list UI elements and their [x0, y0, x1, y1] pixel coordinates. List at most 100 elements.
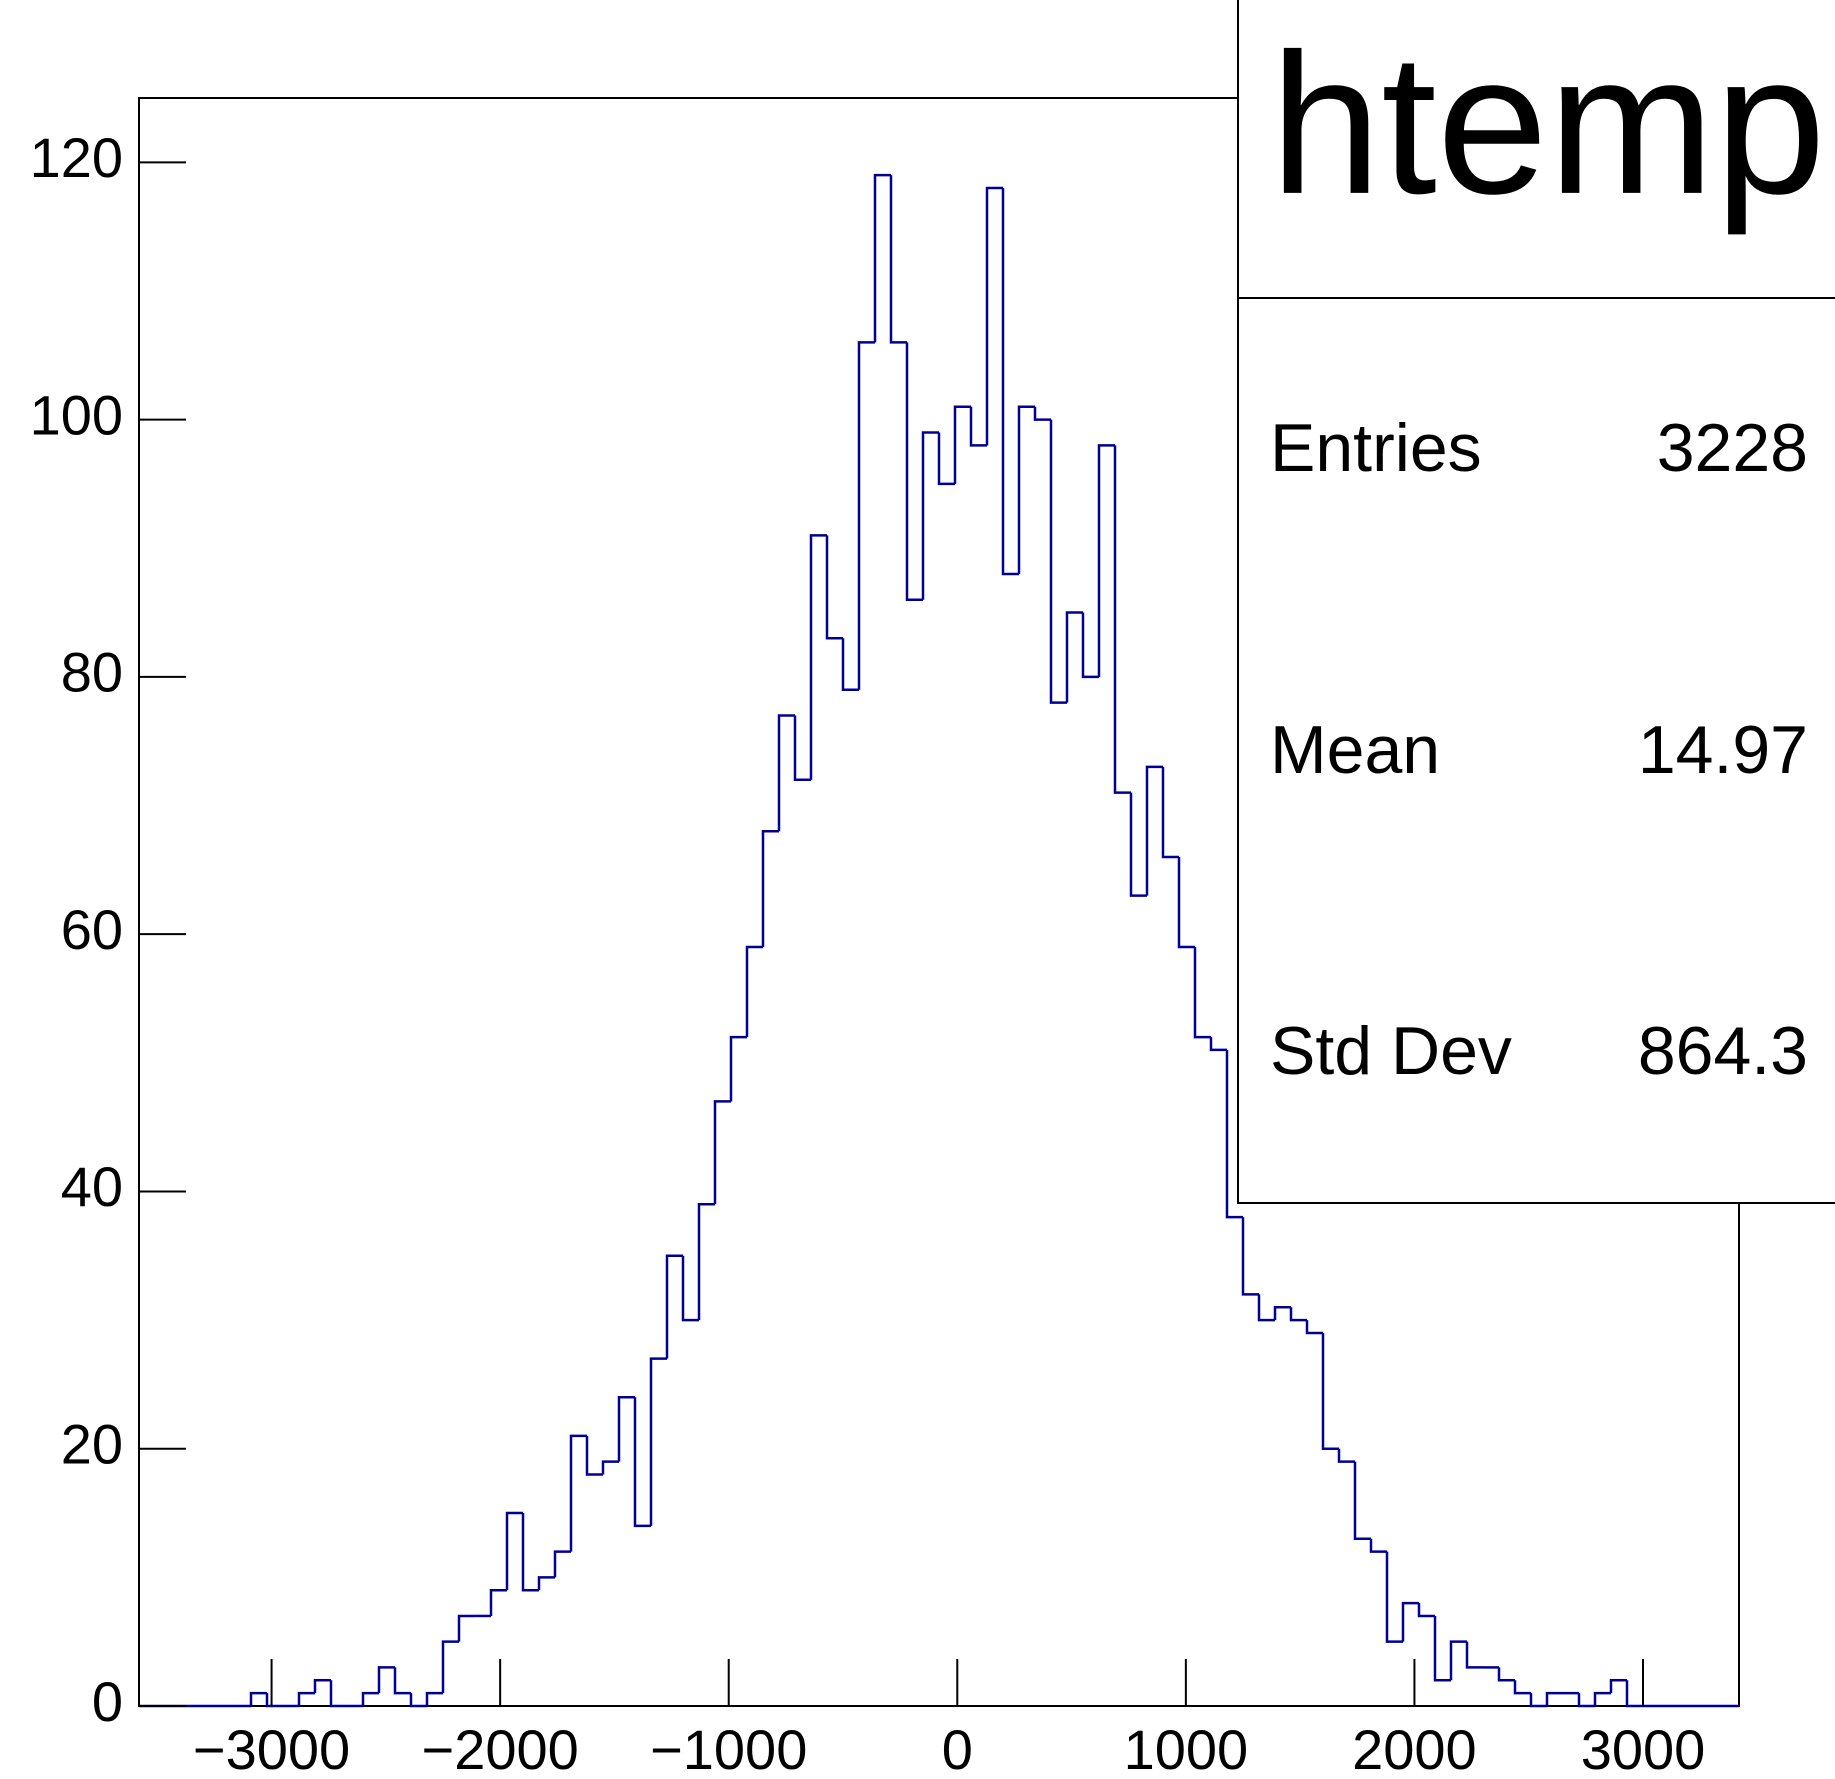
bin	[1177, 856, 1195, 949]
y-tick-label: 40	[61, 1155, 123, 1218]
bin	[761, 829, 779, 948]
y-tick-label: 0	[92, 1670, 123, 1733]
bin	[249, 1691, 267, 1706]
bin	[1449, 1640, 1467, 1681]
bin	[1289, 1307, 1307, 1322]
bin	[569, 1434, 587, 1552]
bin	[1465, 1641, 1483, 1669]
bin	[393, 1667, 411, 1695]
bin	[1273, 1305, 1291, 1321]
histogram	[139, 173, 1739, 1708]
bin	[1193, 947, 1211, 1039]
bin	[809, 534, 827, 780]
bin	[601, 1460, 619, 1475]
bin	[953, 405, 971, 484]
bin	[921, 431, 939, 600]
bin	[1609, 1679, 1627, 1694]
bin	[1129, 792, 1147, 897]
y-tick-label: 120	[30, 126, 123, 189]
bin	[505, 1511, 523, 1591]
bin	[585, 1435, 603, 1476]
bin	[665, 1254, 683, 1359]
bin	[937, 432, 955, 486]
bin	[1577, 1693, 1595, 1708]
bin	[441, 1640, 459, 1694]
bin	[1353, 1461, 1371, 1541]
bin	[1529, 1693, 1547, 1708]
x-tick-label: 1000	[1124, 1718, 1249, 1779]
bin	[1065, 611, 1083, 703]
y-tick-label: 100	[30, 383, 123, 446]
bin	[1385, 1551, 1403, 1643]
x-tick-label: 2000	[1352, 1718, 1477, 1779]
bin	[1001, 188, 1019, 576]
bin	[729, 1035, 747, 1102]
bin	[537, 1576, 555, 1591]
bin	[1369, 1538, 1387, 1553]
bin	[713, 1100, 731, 1205]
x-tick-label: 3000	[1581, 1718, 1706, 1779]
bin	[489, 1588, 507, 1616]
bin	[553, 1550, 571, 1578]
bin	[1545, 1691, 1563, 1706]
bin	[409, 1693, 427, 1708]
bin	[1497, 1667, 1515, 1682]
stat-value: 14.97	[1638, 712, 1808, 788]
bin	[1401, 1601, 1419, 1642]
x-tick-label: −3000	[193, 1718, 350, 1779]
x-tick-label: −2000	[422, 1718, 579, 1779]
bin	[265, 1693, 283, 1708]
bin	[361, 1691, 379, 1706]
bin	[793, 715, 811, 782]
bin	[1081, 612, 1099, 679]
bin	[1625, 1680, 1643, 1708]
bin	[1049, 419, 1067, 704]
x-tick-label: 0	[942, 1718, 973, 1779]
bin	[633, 1397, 651, 1528]
bin	[329, 1680, 347, 1708]
bin	[1033, 406, 1051, 421]
bin	[1257, 1294, 1275, 1322]
bin	[1161, 766, 1179, 859]
bin	[1113, 445, 1131, 794]
bin	[1145, 765, 1163, 896]
bin	[649, 1357, 667, 1526]
bin	[697, 1203, 715, 1321]
y-tick-label: 60	[61, 898, 123, 961]
bin	[1593, 1691, 1611, 1706]
bin	[1321, 1332, 1339, 1450]
bin	[1209, 1037, 1227, 1052]
axes: 0 20 40 60 80 100 120 −3000 −2000 −1000 0 1000 2000 3…	[30, 126, 1706, 1779]
bin	[905, 342, 923, 601]
bin	[745, 945, 763, 1038]
bin	[425, 1691, 443, 1706]
stat-value: 864.3	[1638, 1013, 1808, 1089]
bin	[857, 341, 875, 690]
stat-value: 3228	[1657, 410, 1808, 486]
bin	[1305, 1320, 1323, 1335]
stats-box	[1237, 0, 1835, 1204]
stats: Entries 3228 Mean 14.97 Std Dev 864.3	[1270, 410, 1808, 1089]
stat-label: Entries	[1270, 410, 1482, 486]
bin	[985, 186, 1003, 446]
stat-label: Std Dev	[1270, 1013, 1512, 1089]
bin	[889, 175, 907, 344]
bin	[1241, 1217, 1259, 1296]
x-tick-label: −1000	[650, 1718, 807, 1779]
y-tick-label: 80	[61, 641, 123, 704]
bin	[1337, 1448, 1355, 1463]
stat-label: Mean	[1270, 712, 1440, 788]
bin	[1417, 1603, 1435, 1618]
bin	[681, 1255, 699, 1322]
bin	[457, 1614, 475, 1642]
bin	[313, 1679, 331, 1694]
bin	[1017, 405, 1035, 574]
bin	[377, 1666, 395, 1694]
bin	[1433, 1615, 1451, 1682]
bin	[1225, 1049, 1243, 1219]
bin	[825, 535, 843, 640]
bin	[777, 714, 795, 832]
bin	[969, 406, 987, 447]
bin	[297, 1691, 315, 1706]
